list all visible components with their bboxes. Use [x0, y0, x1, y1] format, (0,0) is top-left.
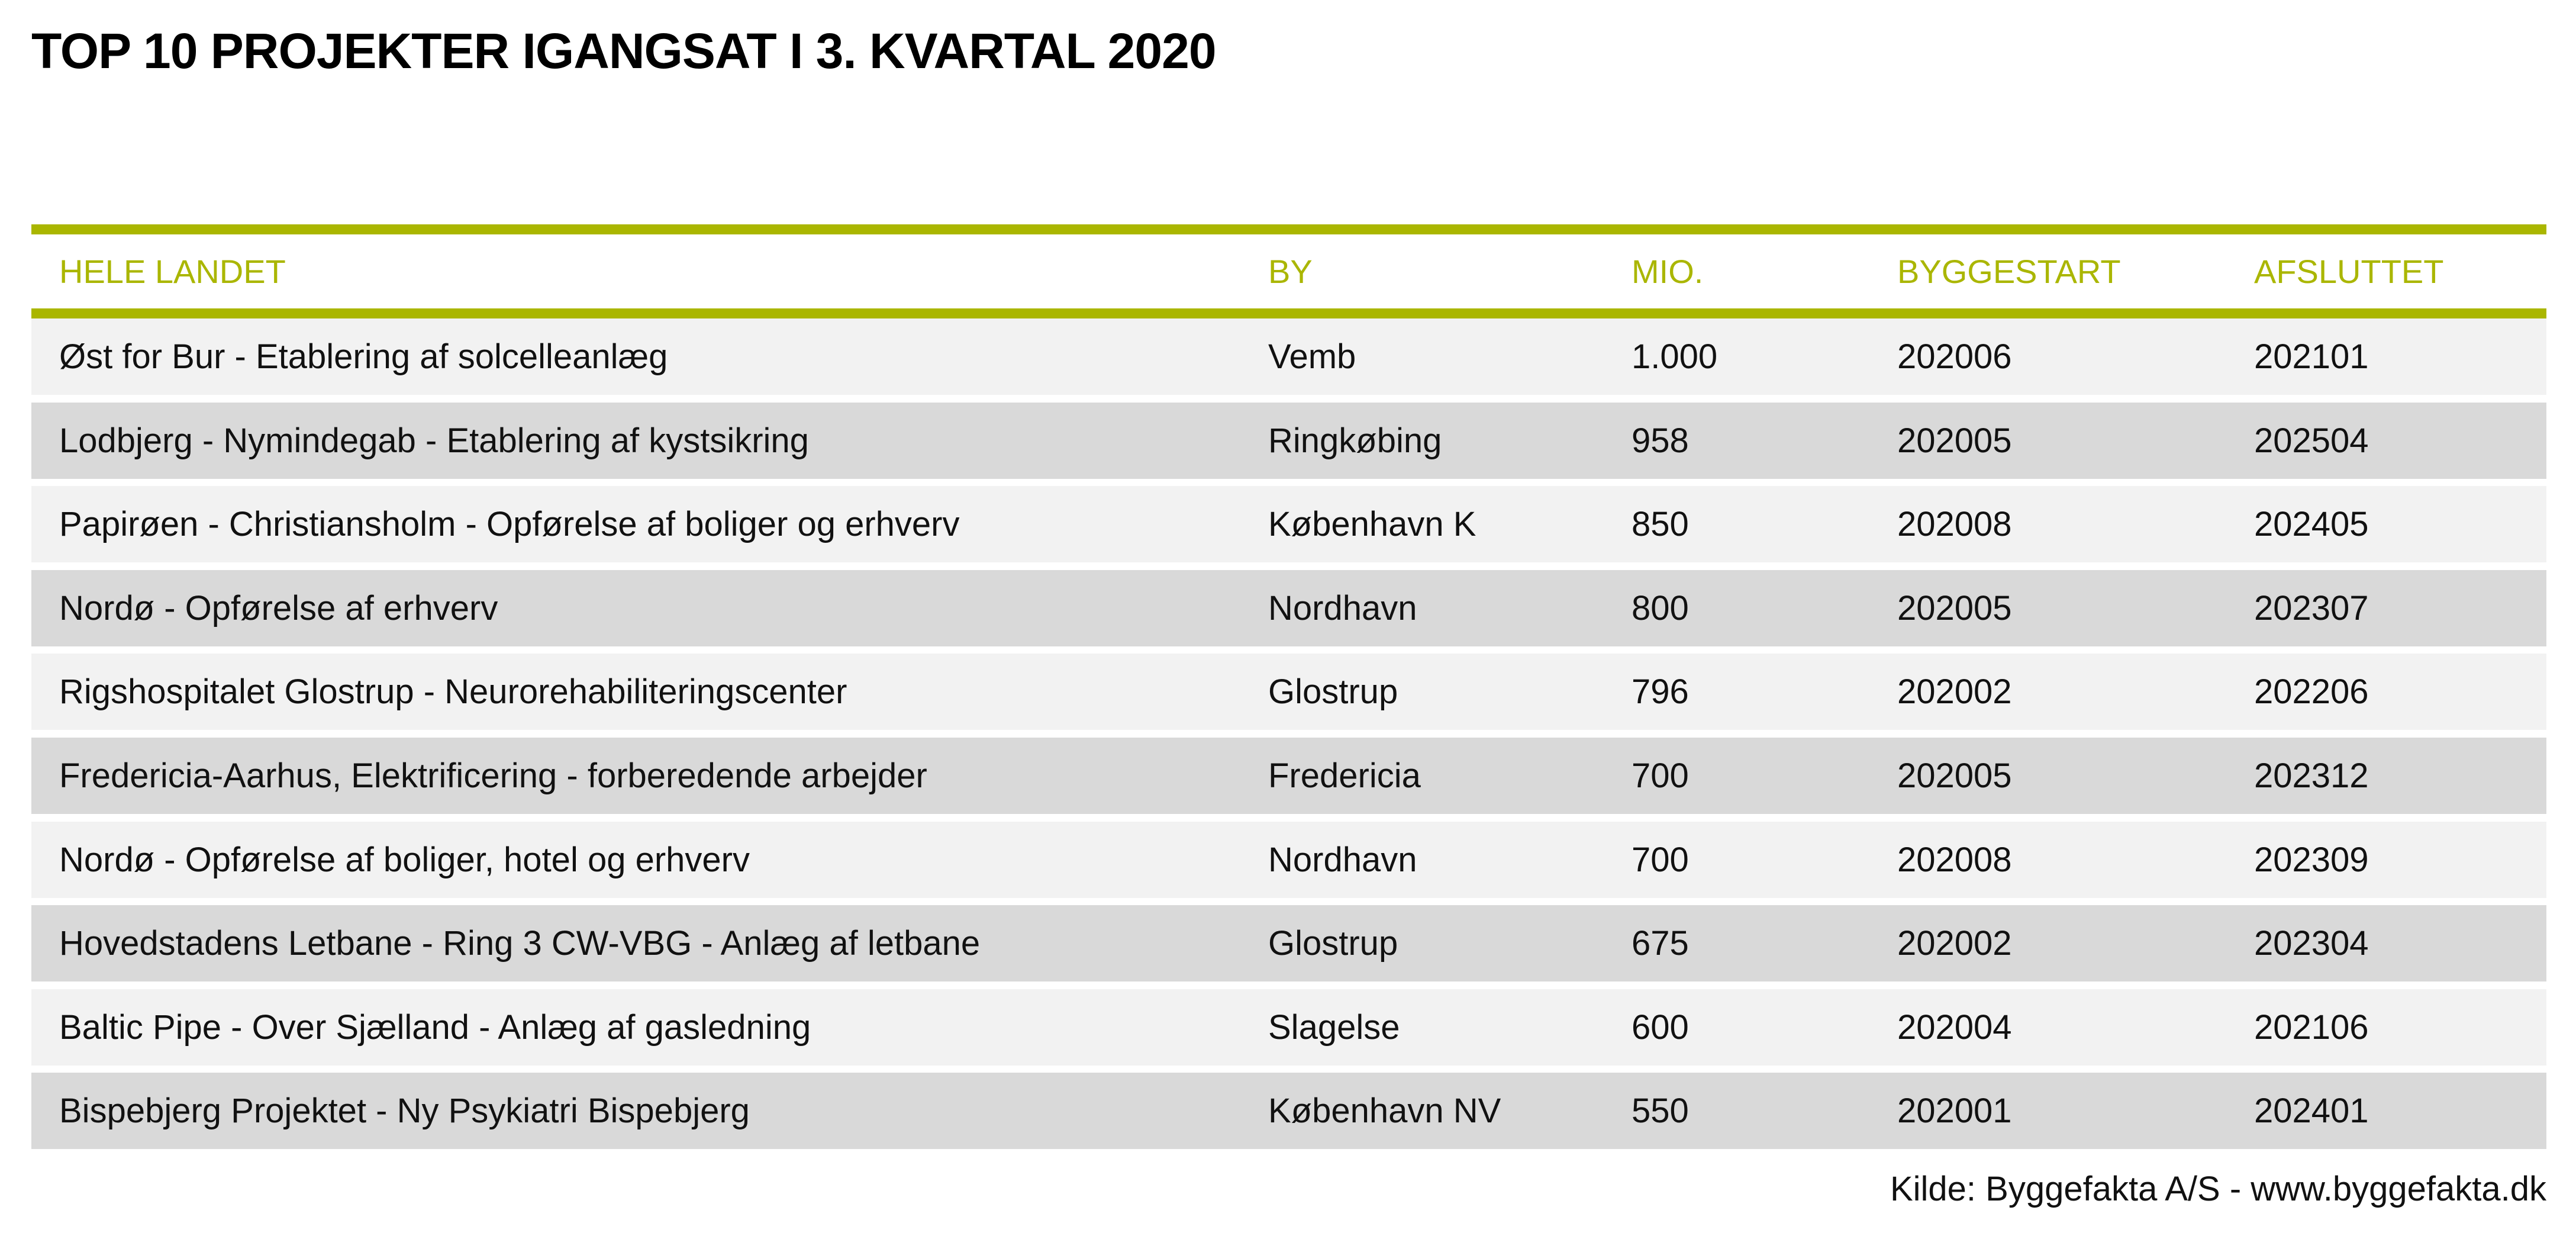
cell-city: Ringkøbing	[1268, 421, 1442, 460]
cell-start: 202002	[1897, 924, 2012, 963]
cell-start: 202001	[1897, 1092, 2012, 1131]
page-title: TOP 10 PROJEKTER IGANGSAT I 3. KVARTAL 2…	[31, 23, 1217, 79]
cell-start: 202008	[1897, 840, 2012, 879]
cell-end: 202504	[2254, 421, 2369, 460]
cell-amount: 800	[1632, 588, 1689, 627]
cell-project: Hovedstadens Letbane - Ring 3 CW-VBG - A…	[59, 924, 981, 963]
header-start: BYGGESTART	[1897, 253, 2121, 290]
cell-start: 202002	[1897, 672, 2012, 712]
header-city: BY	[1268, 253, 1313, 290]
cell-city: Glostrup	[1268, 672, 1398, 712]
cell-amount: 675	[1632, 924, 1689, 963]
table-row: Hovedstadens Letbane - Ring 3 CW-VBG - A…	[31, 905, 2546, 982]
cell-start: 202006	[1897, 337, 2012, 376]
cell-city: Slagelse	[1268, 1008, 1400, 1047]
cell-amount: 1.000	[1632, 337, 1718, 376]
cell-end: 202309	[2254, 840, 2369, 879]
cell-amount: 700	[1632, 840, 1689, 879]
cell-start: 202008	[1897, 505, 2012, 544]
cell-project: Nordø - Opførelse af boliger, hotel og e…	[59, 840, 750, 879]
cell-city: Glostrup	[1268, 924, 1398, 963]
cell-amount: 700	[1632, 756, 1689, 795]
cell-end: 202307	[2254, 588, 2369, 627]
cell-end: 202312	[2254, 756, 2369, 795]
cell-start: 202004	[1897, 1008, 2012, 1047]
cell-start: 202005	[1897, 421, 2012, 460]
cell-start: 202005	[1897, 588, 2012, 627]
cell-project: Lodbjerg - Nymindegab - Etablering af ky…	[59, 421, 809, 460]
cell-city: Nordhavn	[1268, 840, 1417, 879]
table-header: HELE LANDET BY MIO. BYGGESTART AFSLUTTET	[31, 234, 2546, 308]
cell-city: Fredericia	[1268, 756, 1421, 795]
cell-project: Baltic Pipe - Over Sjælland - Anlæg af g…	[59, 1008, 811, 1047]
cell-end: 202106	[2254, 1008, 2369, 1047]
cell-amount: 550	[1632, 1092, 1689, 1131]
cell-end: 202405	[2254, 505, 2369, 544]
header-amount: MIO.	[1632, 253, 1704, 290]
table-row: Øst for Bur - Etablering af solcelleanlæ…	[31, 318, 2546, 395]
cell-amount: 958	[1632, 421, 1689, 460]
cell-project: Fredericia-Aarhus, Elektrificering - for…	[59, 756, 927, 795]
table-row: Baltic Pipe - Over Sjælland - Anlæg af g…	[31, 989, 2546, 1066]
cell-amount: 850	[1632, 505, 1689, 544]
cell-amount: 600	[1632, 1008, 1689, 1047]
cell-end: 202304	[2254, 924, 2369, 963]
table-row: Papirøen - Christiansholm - Opførelse af…	[31, 486, 2546, 563]
header-divider	[31, 308, 2546, 318]
cell-end: 202206	[2254, 672, 2369, 712]
cell-city: København NV	[1268, 1092, 1501, 1131]
table-row: Fredericia-Aarhus, Elektrificering - for…	[31, 737, 2546, 814]
cell-start: 202005	[1897, 756, 2012, 795]
header-end: AFSLUTTET	[2254, 253, 2444, 290]
cell-project: Nordø - Opførelse af erhverv	[59, 588, 498, 627]
top-divider	[31, 224, 2546, 234]
cell-city: Nordhavn	[1268, 588, 1417, 627]
cell-project: Papirøen - Christiansholm - Opførelse af…	[59, 505, 960, 544]
cell-project: Rigshospitalet Glostrup - Neurorehabilit…	[59, 672, 847, 712]
cell-city: København K	[1268, 505, 1476, 544]
table-row: Lodbjerg - Nymindegab - Etablering af ky…	[31, 402, 2546, 479]
cell-city: Vemb	[1268, 337, 1356, 376]
table-row: Nordø - Opførelse af erhverv Nordhavn 800 2…	[31, 569, 2546, 646]
projects-table: HELE LANDET BY MIO. BYGGESTART AFSLUTTET…	[31, 224, 2546, 1157]
table-body: Øst for Bur - Etablering af solcelleanlæ…	[31, 318, 2546, 1150]
source-note: Kilde: Byggefakta A/S - www.byggefakta.d…	[1890, 1170, 2546, 1208]
cell-project: Øst for Bur - Etablering af solcelleanlæ…	[59, 337, 668, 376]
table-row: Bispebjerg Projektet - Ny Psykiatri Bisp…	[31, 1073, 2546, 1150]
table-row: Rigshospitalet Glostrup - Neurorehabilit…	[31, 654, 2546, 730]
cell-end: 202401	[2254, 1092, 2369, 1131]
table-row: Nordø - Opførelse af boliger, hotel og e…	[31, 821, 2546, 898]
cell-end: 202101	[2254, 337, 2369, 376]
cell-project: Bispebjerg Projektet - Ny Psykiatri Bisp…	[59, 1092, 750, 1131]
cell-amount: 796	[1632, 672, 1689, 712]
header-project: HELE LANDET	[59, 253, 286, 290]
